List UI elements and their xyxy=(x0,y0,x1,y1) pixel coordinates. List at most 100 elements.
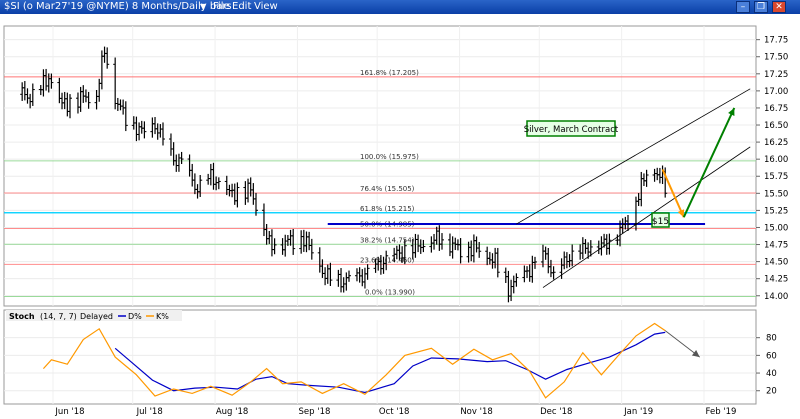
price-bar-24 xyxy=(105,47,110,69)
price-tick-label-15: 17.75 xyxy=(764,36,788,46)
price-bar-109 xyxy=(421,239,426,253)
price-bar-29 xyxy=(123,101,128,132)
chart-title: $SI (o Mar27'19 @NYME) 8 Months/Daily ba… xyxy=(4,1,232,12)
price-tick-label-13: 17.25 xyxy=(764,70,788,80)
price-bar-9 xyxy=(49,73,54,89)
price-bar-34 xyxy=(142,121,147,139)
stoch-legend-mode: Delayed xyxy=(80,312,113,321)
stoch-tick-label-2: 60 xyxy=(766,351,777,361)
price-bar-49 xyxy=(198,175,203,197)
x-tick-label-4: Oct '18 xyxy=(379,407,410,417)
menu-file[interactable]: File xyxy=(213,1,230,12)
price-arrows xyxy=(661,107,736,218)
price-tick-label-14: 17.50 xyxy=(764,53,788,63)
title-dropdown-icon[interactable]: ▼ xyxy=(200,2,207,11)
fib-label-5: 38.2% (14.754) xyxy=(360,236,415,244)
price-tick-label-10: 16.50 xyxy=(764,121,788,131)
x-tick-label-8: Feb '19 xyxy=(706,407,737,417)
x-tick-label-7: Jan '19 xyxy=(623,407,653,417)
price-bar-14 xyxy=(68,94,72,119)
stoch-series-k xyxy=(42,322,666,399)
stoch-legend: Stoch (14, 7, 7) Delayed D% K% xyxy=(6,310,182,321)
stoch-series-d xyxy=(114,331,666,394)
fib-label-6: 23.6% (14.460) xyxy=(360,256,415,264)
silver-label-text: Silver, March Contract xyxy=(524,125,619,135)
x-tick-label-6: Dec '18 xyxy=(540,407,572,417)
price-panel xyxy=(3,25,757,307)
x-tick-label-3: Sep '18 xyxy=(299,407,331,417)
fib-label-0: 161.8% (17.205) xyxy=(360,69,419,77)
menu-view[interactable]: View xyxy=(254,1,278,12)
price-arrow-1-shaft xyxy=(682,107,736,218)
price-bar-154 xyxy=(588,240,593,257)
x-tick-label-5: Nov '18 xyxy=(460,407,492,417)
price-bar-84 xyxy=(328,262,333,287)
price-bar-124 xyxy=(477,241,482,258)
fib-label-1: 100.0% (15.975) xyxy=(360,153,419,161)
x-tick-label-1: Jul '18 xyxy=(136,407,163,417)
close-icon[interactable]: ✕ xyxy=(772,1,786,13)
price-bar-139 xyxy=(533,256,537,269)
channel-upper xyxy=(516,88,751,225)
price-tick-label-9: 16.25 xyxy=(764,138,788,148)
trend-channel xyxy=(516,88,751,288)
price-bar-79 xyxy=(309,238,314,260)
stoch-arrow xyxy=(664,330,701,358)
price-bar-119 xyxy=(458,238,463,264)
price-15-text: $15 xyxy=(652,217,669,227)
silver-label-box: Silver, March Contract xyxy=(524,120,619,137)
stoch-lines xyxy=(42,322,701,399)
menu-edit[interactable]: Edit xyxy=(232,1,252,12)
x-tick-label-2: Aug '18 xyxy=(216,407,248,417)
chart-svg: 161.8% (17.205) 100.0% (15.975) 76.4% (15.… xyxy=(0,14,800,419)
x-axis: Jun '18 Jul '18 Aug '18 Sep '18 Oct '18 Nov '… xyxy=(54,407,736,417)
stoch-legend-params: (14, 7, 7) xyxy=(40,312,77,321)
minimize-icon[interactable]: – xyxy=(736,1,750,13)
stoch-legend-title: Stoch xyxy=(9,312,35,321)
price-bar-54 xyxy=(216,177,221,190)
price-bar-99 xyxy=(384,250,389,271)
legend-k-label: K% xyxy=(156,312,169,321)
stoch-grid xyxy=(4,320,756,404)
stoch-tick-label-3: 80 xyxy=(766,334,777,344)
price-bar-129 xyxy=(495,247,500,278)
stoch-tick-label-1: 40 xyxy=(766,369,777,379)
price-bars xyxy=(20,46,668,303)
price-bar-64 xyxy=(254,192,258,216)
price-arrow-1-head xyxy=(728,107,735,116)
x-tick-label-0: Jun '18 xyxy=(54,407,84,417)
price-bar-144 xyxy=(551,266,556,280)
price-tick-label-8: 16.00 xyxy=(764,155,788,165)
price-bar-69 xyxy=(272,238,277,255)
price-bar-89 xyxy=(347,270,351,282)
price-tick-label-2: 14.50 xyxy=(764,258,788,268)
stoch-y-axis: 20 40 60 80 xyxy=(756,334,777,397)
stoch-tick-label-0: 20 xyxy=(766,387,777,397)
fib-label-2: 76.4% (15.505) xyxy=(360,185,415,193)
price-bar-44 xyxy=(179,151,184,164)
price-tick-label-11: 16.75 xyxy=(764,104,788,114)
price-tick-label-0: 14.00 xyxy=(764,292,788,302)
price-tick-label-7: 15.75 xyxy=(764,172,788,182)
price-bar-74 xyxy=(291,229,296,255)
price-bar-19 xyxy=(86,91,91,109)
price-bar-169 xyxy=(644,169,649,187)
price-bar-94 xyxy=(365,264,370,280)
price-arrow-0-shaft xyxy=(661,169,685,218)
price-bar-59 xyxy=(235,182,240,208)
fib-label-3: 61.8% (15.215) xyxy=(360,205,415,213)
price-arrow-0-head xyxy=(677,209,685,218)
stoch-arrow-shaft xyxy=(664,330,701,358)
price-y-axis: 14.00 14.25 14.50 14.75 15.00 15.25 15.50 15.75… xyxy=(756,36,788,302)
price-tick-label-5: 15.25 xyxy=(764,206,788,216)
price-tick-label-12: 17.00 xyxy=(764,87,788,97)
restore-icon[interactable]: ❐ xyxy=(754,1,768,13)
stoch-panel xyxy=(3,309,757,405)
legend-d-label: D% xyxy=(128,312,142,321)
price-arrow-0 xyxy=(661,169,685,218)
price-arrow-1 xyxy=(682,107,736,218)
price-bar-4 xyxy=(30,83,35,106)
price-tick-label-1: 14.25 xyxy=(764,275,788,285)
price-tick-label-4: 15.00 xyxy=(764,223,788,233)
price-15-box: $15 xyxy=(651,212,670,228)
